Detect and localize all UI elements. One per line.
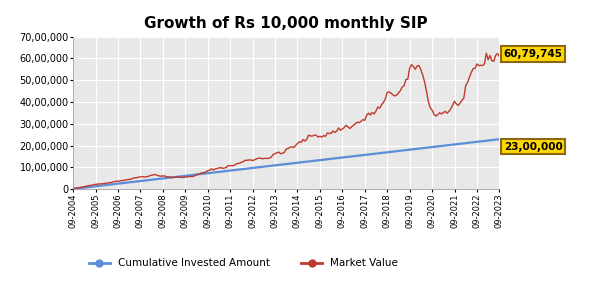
Market Value: [483, 51, 490, 55]
Cumulative Invested Amount: [69, 187, 77, 191]
Legend: Cumulative Invested Amount, Market Value: Cumulative Invested Amount, Market Value: [85, 254, 403, 272]
Market Value: [69, 187, 77, 191]
Cumulative Invested Amount: [451, 143, 458, 146]
Cumulative Invested Amount: [326, 157, 333, 161]
Market Value: [496, 55, 503, 59]
Cumulative Invested Amount: [137, 179, 144, 183]
Line: Cumulative Invested Amount: Cumulative Invested Amount: [73, 139, 499, 189]
Cumulative Invested Amount: [277, 163, 284, 167]
Market Value: [451, 99, 458, 103]
Line: Market Value: Market Value: [73, 53, 499, 189]
Cumulative Invested Amount: [178, 174, 185, 178]
Text: 23,00,000: 23,00,000: [504, 142, 562, 152]
Market Value: [324, 131, 331, 135]
Market Value: [277, 152, 284, 156]
Cumulative Invested Amount: [324, 157, 331, 161]
Market Value: [137, 175, 144, 179]
Text: 60,79,745: 60,79,745: [504, 49, 563, 59]
Market Value: [178, 176, 185, 179]
Cumulative Invested Amount: [496, 137, 503, 141]
Market Value: [326, 132, 333, 135]
Title: Growth of Rs 10,000 monthly SIP: Growth of Rs 10,000 monthly SIP: [144, 16, 428, 31]
